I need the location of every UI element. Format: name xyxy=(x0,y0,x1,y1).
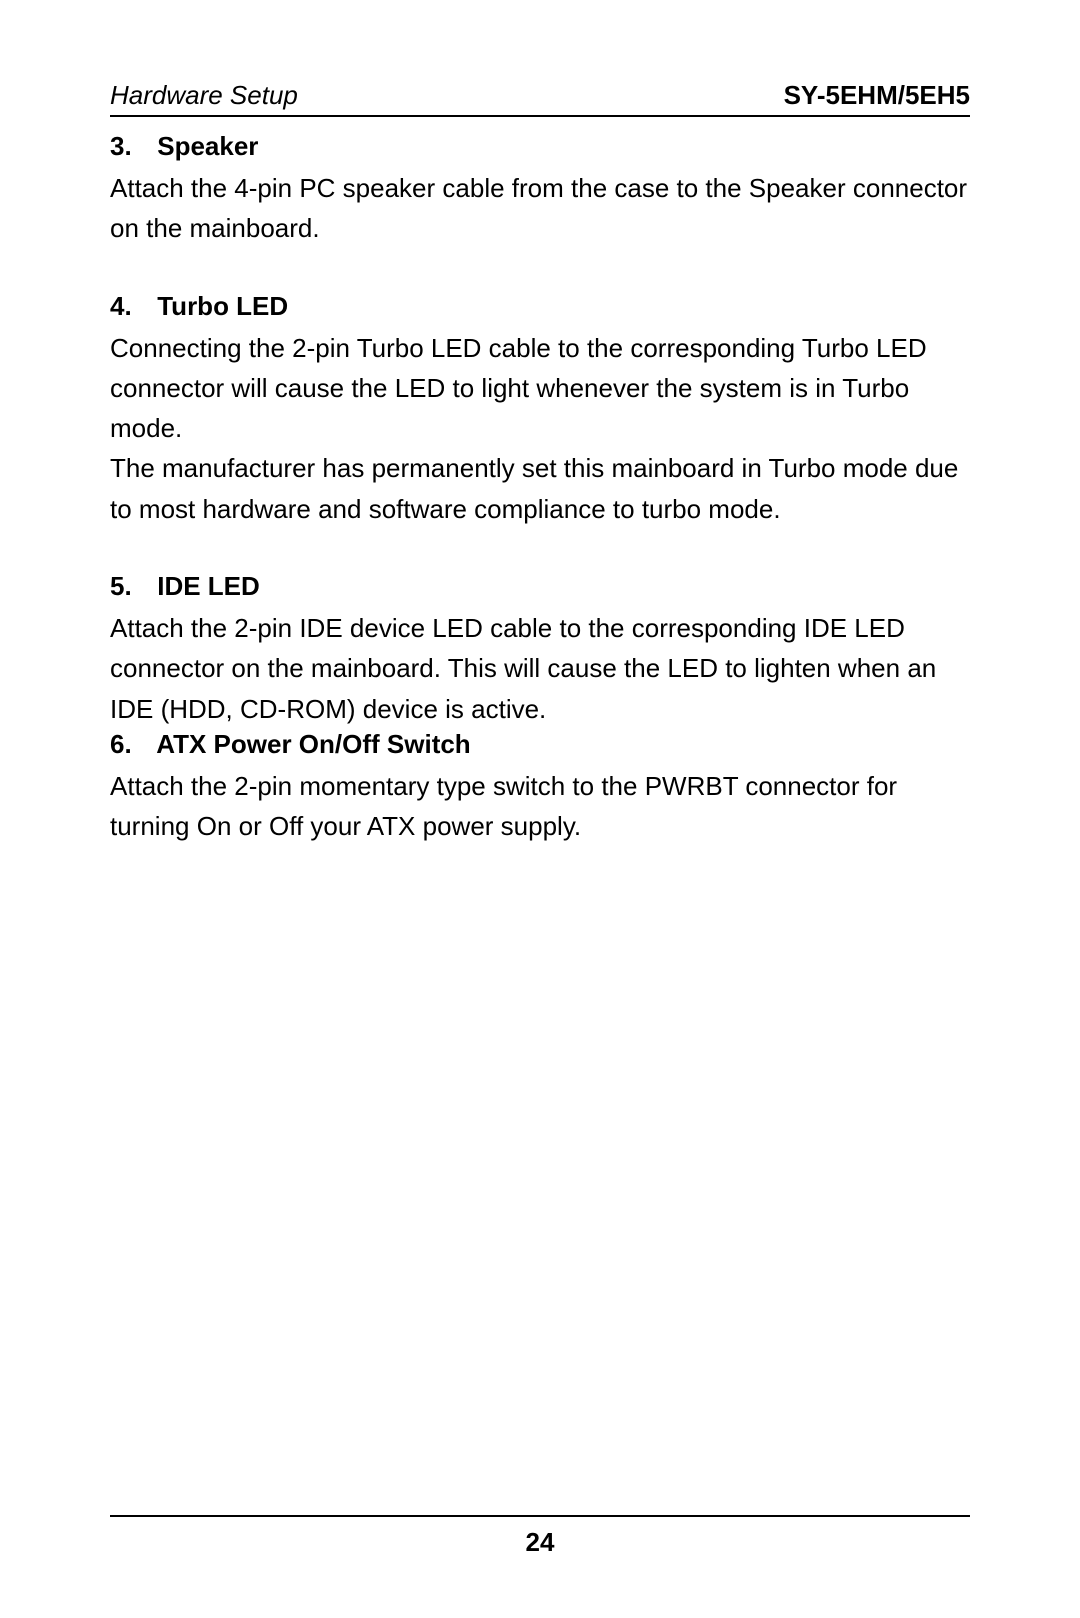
section-number: 4. xyxy=(110,291,150,322)
section-atx-power: 6. ATX Power On/Off Switch Attach the 2-… xyxy=(110,729,970,847)
section-ide-led: 5. IDE LED Attach the 2-pin IDE device L… xyxy=(110,571,970,729)
section-title: Speaker xyxy=(157,131,258,161)
page-header: Hardware Setup SY-5EHM/5EH5 xyxy=(110,80,970,117)
section-number: 6. xyxy=(110,729,150,760)
page-footer: 24 xyxy=(110,1515,970,1558)
section-heading: 4. Turbo LED xyxy=(110,291,970,322)
section-title: ATX Power On/Off Switch xyxy=(156,729,470,759)
section-number: 5. xyxy=(110,571,150,602)
section-heading: 5. IDE LED xyxy=(110,571,970,602)
document-page: Hardware Setup SY-5EHM/5EH5 3. Speaker A… xyxy=(0,0,1080,1618)
section-turbo-led: 4. Turbo LED Connecting the 2-pin Turbo … xyxy=(110,291,970,529)
section-number: 3. xyxy=(110,131,150,162)
section-speaker: 3. Speaker Attach the 4-pin PC speaker c… xyxy=(110,131,970,249)
section-paragraph: Attach the 4-pin PC speaker cable from t… xyxy=(110,168,970,249)
section-heading: 3. Speaker xyxy=(110,131,970,162)
section-heading: 6. ATX Power On/Off Switch xyxy=(110,729,970,760)
section-title: Turbo LED xyxy=(157,291,288,321)
footer-rule xyxy=(110,1515,970,1517)
header-right: SY-5EHM/5EH5 xyxy=(784,80,970,111)
section-paragraph: Attach the 2-pin IDE device LED cable to… xyxy=(110,608,970,729)
header-left: Hardware Setup xyxy=(110,80,298,111)
section-title: IDE LED xyxy=(157,571,260,601)
section-paragraph: Connecting the 2-pin Turbo LED cable to … xyxy=(110,328,970,449)
section-paragraph: The manufacturer has permanently set thi… xyxy=(110,448,970,529)
page-number: 24 xyxy=(526,1527,555,1557)
section-paragraph: Attach the 2-pin momentary type switch t… xyxy=(110,766,970,847)
